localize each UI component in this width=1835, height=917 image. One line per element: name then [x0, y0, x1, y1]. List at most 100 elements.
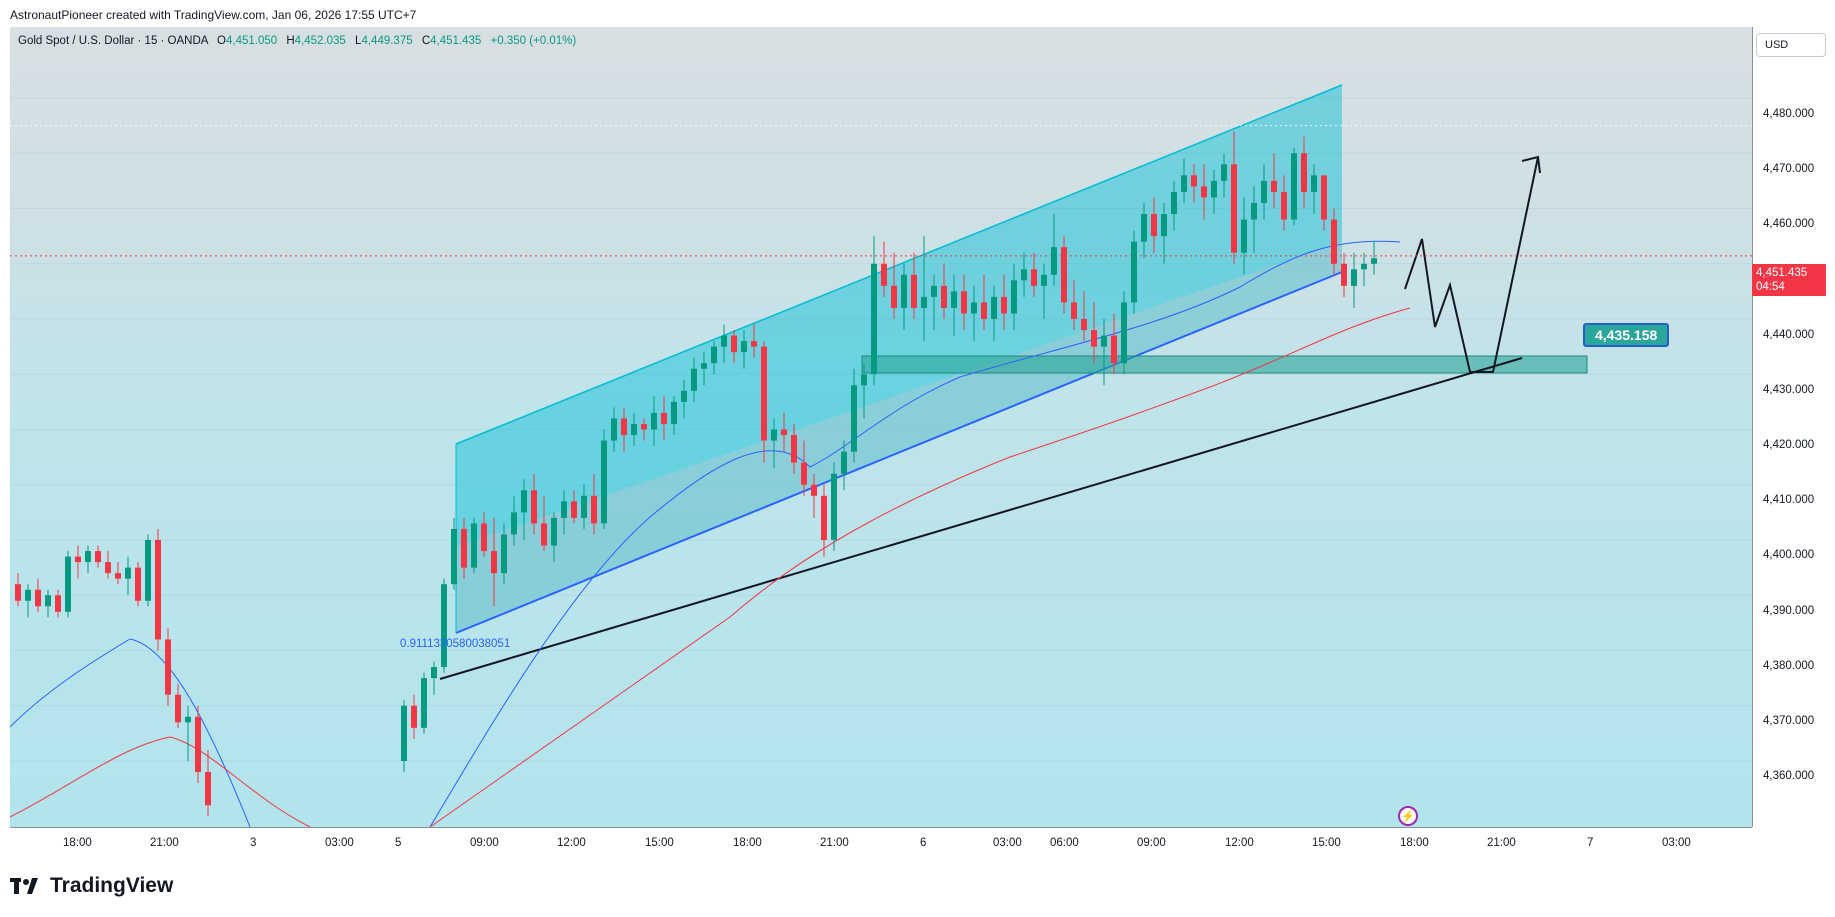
candle-body: [1241, 219, 1247, 253]
chart-area[interactable]: Gold Spot / U.S. Dollar · 15 · OANDA O 4,…: [10, 27, 1752, 827]
candle-body: [1071, 302, 1077, 319]
candle-body: [45, 595, 51, 607]
candle-body: [1101, 335, 1107, 347]
candle-body: [601, 440, 607, 524]
candle-body: [115, 573, 121, 579]
price-tick: 4,460.000: [1763, 218, 1815, 230]
time-tick: 12:00: [557, 837, 586, 849]
candle-body: [571, 501, 577, 518]
candle-body: [1251, 202, 1257, 220]
candle-body: [441, 584, 447, 668]
candle-body: [1321, 175, 1327, 220]
currency-button[interactable]: USD: [1756, 33, 1826, 57]
ma-fast-line: [10, 240, 1401, 827]
time-tick: 03:00: [993, 837, 1022, 849]
candle-body: [831, 473, 837, 540]
demand-zone: [861, 355, 1588, 374]
candle-body: [951, 291, 957, 308]
candle-body: [1291, 153, 1297, 220]
price-tick: 4,390.000: [1763, 605, 1815, 617]
tradingview-logo[interactable]: TradingView: [10, 874, 173, 898]
candle-body: [741, 341, 747, 353]
price-tick: 4,370.000: [1763, 715, 1815, 727]
time-tick: 21:00: [820, 837, 849, 849]
candle-body: [921, 296, 927, 308]
candle-body: [205, 772, 211, 806]
candle-body: [491, 551, 497, 574]
time-tick: 21:00: [1487, 837, 1516, 849]
time-tick: 03:00: [325, 837, 354, 849]
candle-body: [1351, 269, 1357, 286]
time-tick: 12:00: [1225, 837, 1254, 849]
time-tick: 09:00: [1137, 837, 1166, 849]
time-tick: 21:00: [150, 837, 179, 849]
candle-body: [1231, 164, 1237, 253]
candle-body: [861, 374, 867, 386]
price-tick: 4,420.000: [1763, 439, 1815, 451]
candle-body: [1041, 274, 1047, 286]
candle-body: [521, 490, 527, 513]
candle-body: [1091, 330, 1097, 347]
candle-body: [1121, 302, 1127, 364]
candle-body: [55, 595, 61, 612]
candle-body: [65, 556, 71, 612]
candle-body: [711, 346, 717, 364]
close-key: C: [421, 35, 431, 47]
time-tick: 06:00: [1050, 837, 1079, 849]
current-price: 4,451.435: [1756, 267, 1808, 279]
candle-body: [165, 639, 171, 695]
candle-body: [811, 484, 817, 496]
candle-body: [471, 523, 477, 568]
candle-body: [531, 490, 537, 524]
candle-body: [1311, 175, 1317, 192]
bar-countdown: 04:54: [1756, 281, 1785, 293]
candle-body: [1221, 164, 1227, 181]
candle-body: [941, 285, 947, 308]
candle-body: [1331, 219, 1337, 264]
candle-body: [961, 291, 967, 314]
candle-body: [551, 517, 557, 546]
chart-canvas[interactable]: [10, 27, 1752, 827]
candle-body: [851, 385, 857, 452]
target-price-label[interactable]: 4,435.158: [1583, 323, 1670, 347]
candle-body: [681, 390, 687, 402]
candle-body: [451, 528, 457, 585]
time-tick: 18:00: [63, 837, 92, 849]
support-trendline: [439, 357, 1523, 680]
candle-body: [1301, 153, 1307, 192]
time-tick: 5: [395, 837, 402, 849]
candle-body: [1051, 247, 1057, 275]
open-key: O: [217, 35, 226, 47]
symbol-label[interactable]: Gold Spot / U.S. Dollar · 15 · OANDA: [18, 35, 208, 47]
candle-body: [15, 584, 21, 601]
fib-ratio-label: 0.9111330580038051: [400, 638, 511, 650]
candle-body: [691, 368, 697, 391]
time-tick: 18:00: [1400, 837, 1429, 849]
channel-upper-line: [455, 84, 1343, 445]
high-value: 4,452.035: [294, 35, 346, 47]
price-tick: 4,440.000: [1763, 329, 1815, 341]
price-axis[interactable]: 4,480.000 4,470.000 4,460.000 4,440.000 …: [1752, 27, 1835, 827]
candle-body: [871, 263, 877, 375]
low-value: 4,449.375: [361, 35, 413, 47]
price-tick: 4,360.000: [1763, 770, 1815, 782]
price-tick: 4,470.000: [1763, 163, 1815, 175]
candle-body: [1171, 191, 1177, 215]
candle-body: [931, 285, 937, 297]
time-axis[interactable]: 18:00 21:00 3 03:00 5 09:00 12:00 15:00 …: [10, 827, 1752, 860]
low-key: L: [355, 35, 362, 47]
time-tick: 18:00: [733, 837, 762, 849]
price-tick: 4,430.000: [1763, 384, 1815, 396]
high-key: H: [286, 35, 295, 47]
projection-path: [1404, 156, 1539, 373]
candle-body: [821, 495, 827, 540]
flash-icon[interactable]: ⚡: [1398, 806, 1418, 826]
ma-slow-line: [10, 307, 1411, 827]
candle-body: [751, 341, 757, 347]
candle-body: [1341, 263, 1347, 286]
candle-body: [461, 528, 467, 568]
candle-body: [1181, 175, 1187, 192]
candle-body: [771, 429, 777, 441]
candle-body: [841, 451, 847, 474]
candle-body: [175, 694, 181, 723]
